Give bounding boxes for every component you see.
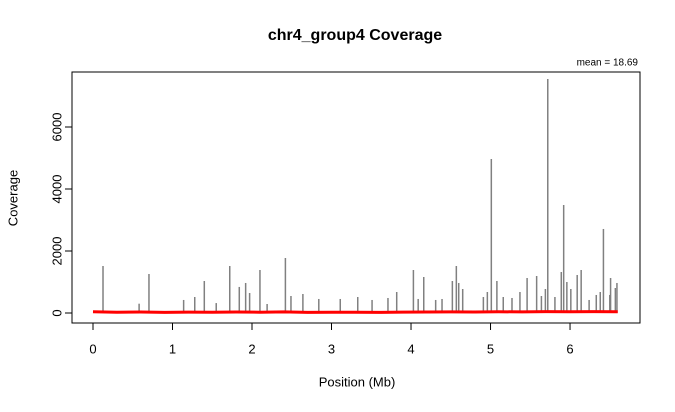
x-tick-label: 5 bbox=[487, 341, 494, 356]
x-axis-label: Position (Mb) bbox=[319, 374, 396, 389]
plot-frame bbox=[71, 71, 641, 324]
x-tick-label: 6 bbox=[566, 341, 573, 356]
mean-line bbox=[92, 310, 618, 314]
x-tick-label: 2 bbox=[248, 341, 255, 356]
x-tick-label: 4 bbox=[407, 341, 414, 356]
y-tick-label: 2000 bbox=[49, 237, 64, 266]
x-tick-label: 3 bbox=[328, 341, 335, 356]
y-tick-label: 0 bbox=[49, 309, 64, 316]
x-tick-label: 1 bbox=[169, 341, 176, 356]
chart-title: chr4_group4 Coverage bbox=[268, 27, 442, 44]
annotation: mean = 18.69 bbox=[577, 58, 639, 69]
y-axis-label: Coverage bbox=[5, 170, 20, 226]
y-tick-label: 6000 bbox=[49, 113, 64, 142]
x-tick-label: 0 bbox=[89, 341, 96, 356]
y-tick-label: 4000 bbox=[49, 175, 64, 204]
